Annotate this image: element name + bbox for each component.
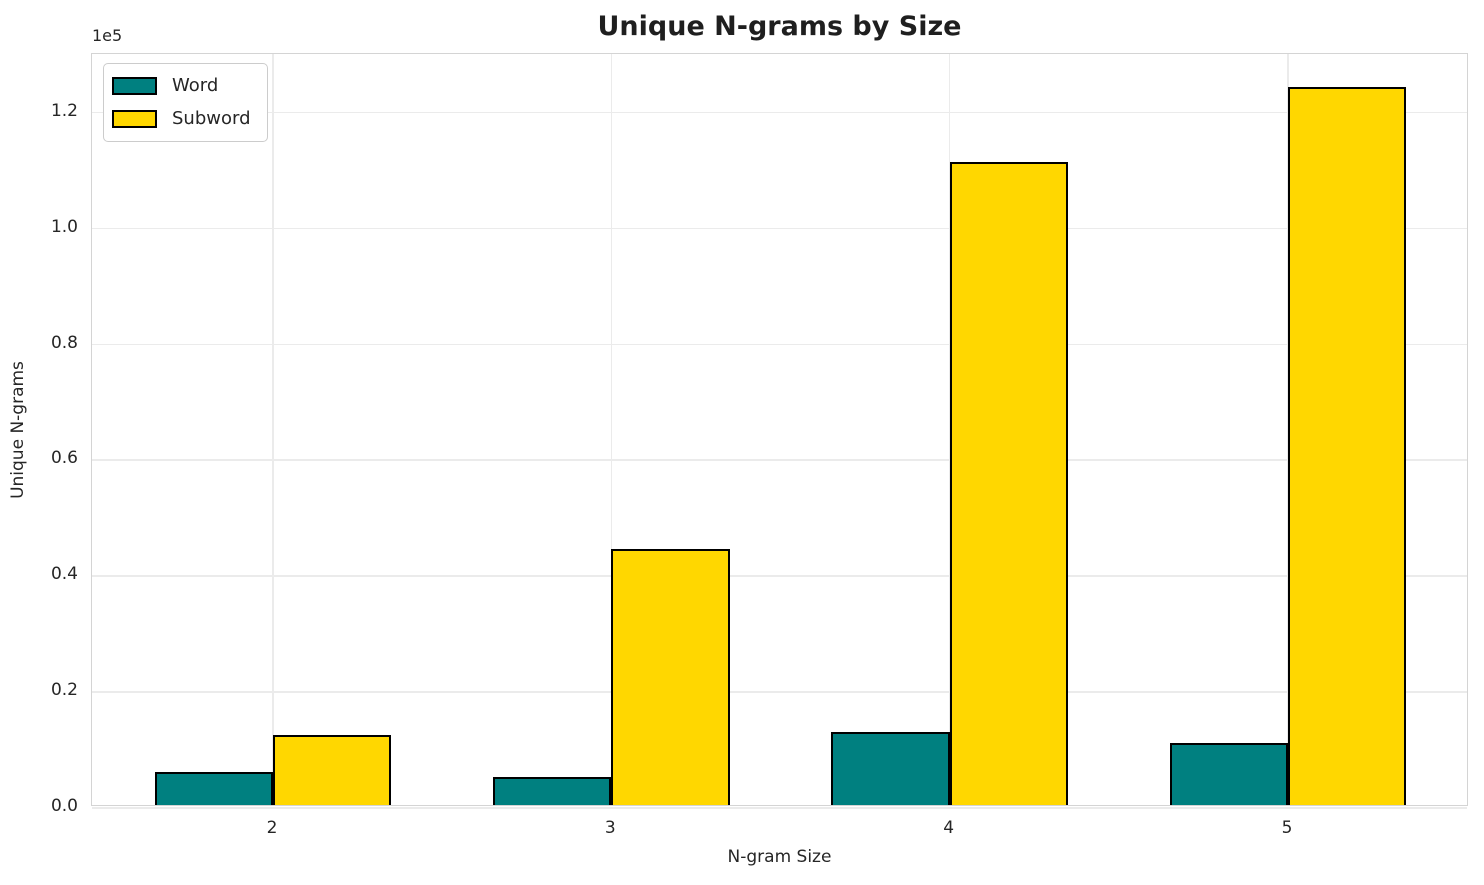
legend-swatch-word bbox=[112, 77, 157, 95]
y-tick-label: 0.4 bbox=[50, 564, 78, 585]
gridline-horizontal bbox=[92, 227, 1467, 230]
y-tick-label: 0.6 bbox=[50, 448, 78, 469]
gridline-horizontal bbox=[92, 111, 1467, 114]
bar-word-4 bbox=[831, 732, 950, 805]
y-tick-label: 1.0 bbox=[50, 216, 78, 237]
x-tick-label: 4 bbox=[943, 818, 955, 838]
x-tick-label: 3 bbox=[604, 818, 616, 838]
y-tick-label: 0.2 bbox=[50, 680, 78, 701]
x-tick-label: 2 bbox=[266, 818, 278, 838]
bar-word-2 bbox=[154, 771, 273, 805]
gridline-horizontal bbox=[92, 459, 1467, 461]
y-axis-offset-label: 1e5 bbox=[92, 26, 123, 45]
legend-label: Subword bbox=[172, 108, 251, 129]
gridline-horizontal bbox=[92, 343, 1467, 346]
y-tick-label: 1.2 bbox=[50, 100, 78, 121]
legend-item-subword: Subword bbox=[112, 105, 251, 133]
y-axis-label: Unique N-grams bbox=[8, 361, 28, 499]
bar-word-5 bbox=[1169, 743, 1288, 805]
gridline-horizontal bbox=[92, 807, 1467, 809]
x-tick-label: 5 bbox=[1281, 818, 1293, 838]
bar-subword-4 bbox=[949, 162, 1069, 805]
legend: Word Subword bbox=[103, 63, 268, 142]
gridline-vertical bbox=[272, 54, 274, 805]
legend-item-word: Word bbox=[112, 72, 251, 100]
x-axis-label: N-gram Size bbox=[727, 847, 832, 867]
gridline-horizontal bbox=[92, 691, 1467, 693]
bar-subword-5 bbox=[1287, 86, 1407, 805]
gridline-vertical bbox=[610, 54, 613, 805]
bar-subword-2 bbox=[273, 734, 392, 805]
bar-word-3 bbox=[492, 776, 612, 805]
gridline-horizontal bbox=[92, 575, 1467, 577]
y-tick-label: 0.0 bbox=[50, 796, 78, 816]
chart-title: Unique N-grams by Size bbox=[597, 11, 962, 42]
bar-subword-3 bbox=[611, 548, 730, 805]
y-tick-label: 0.8 bbox=[50, 332, 78, 353]
plot-area: Word Subword bbox=[91, 53, 1468, 809]
legend-label: Word bbox=[172, 75, 219, 96]
legend-swatch-subword bbox=[112, 110, 157, 128]
